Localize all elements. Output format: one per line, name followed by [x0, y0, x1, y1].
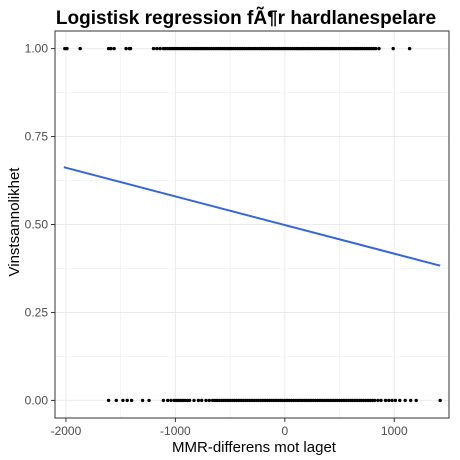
data-point [124, 46, 128, 51]
data-point [207, 398, 211, 403]
data-point [65, 46, 69, 51]
data-point [161, 398, 166, 403]
data-point [387, 398, 391, 403]
x-tick-label: -2000 [51, 424, 82, 438]
data-point [200, 398, 204, 403]
data-point [438, 398, 442, 403]
x-axis-ticks: -2000 -1000 0 1000 [51, 418, 408, 438]
data-point [192, 398, 196, 403]
data-point [112, 46, 116, 51]
data-point [109, 46, 113, 51]
x-tick-label: 1000 [381, 424, 408, 438]
data-point [390, 398, 394, 403]
data-point [125, 398, 129, 403]
data-point [128, 46, 133, 51]
data-point [204, 398, 208, 403]
data-point [121, 398, 125, 403]
y-tick-label: 1.00 [25, 42, 49, 56]
y-tick-label: 0.25 [25, 305, 49, 319]
grid [55, 31, 449, 418]
data-point [147, 398, 151, 403]
y-axis-title: Vinstsannolikhet [6, 167, 23, 277]
data-point [151, 46, 156, 51]
data-point [374, 46, 378, 51]
points-layer [63, 46, 442, 403]
data-point [114, 398, 119, 403]
data-point [372, 398, 377, 403]
data-point [393, 398, 398, 403]
data-point [106, 398, 111, 403]
data-point [158, 46, 162, 51]
data-point [409, 398, 413, 403]
data-point [169, 398, 173, 403]
data-point [414, 398, 418, 403]
data-point [129, 398, 134, 403]
data-point [403, 398, 407, 403]
data-point [383, 398, 388, 403]
x-tick-label: 0 [281, 424, 288, 438]
data-point [196, 398, 201, 403]
fit-line [63, 166, 441, 267]
chart-title: Logistisk regression fÃ¶r hardlanespelar… [56, 7, 436, 29]
y-axis-ticks: 0.00 0.25 0.50 0.75 1.00 [25, 42, 55, 407]
data-point [140, 398, 145, 403]
x-tick-label: -1000 [160, 424, 191, 438]
data-point [187, 398, 192, 403]
data-point [391, 46, 395, 51]
x-axis-title: MMR-differens mot laget [172, 439, 337, 456]
data-point [407, 46, 412, 51]
data-point [379, 398, 383, 403]
data-point [377, 46, 381, 51]
data-point [376, 398, 380, 403]
y-tick-label: 0.50 [25, 218, 49, 232]
data-point [166, 398, 170, 403]
y-tick-label: 0.00 [25, 393, 49, 407]
y-tick-label: 0.75 [25, 130, 49, 144]
data-point [155, 46, 159, 51]
data-point [78, 46, 82, 51]
fit-line-layer [63, 166, 441, 267]
data-point [398, 398, 402, 403]
